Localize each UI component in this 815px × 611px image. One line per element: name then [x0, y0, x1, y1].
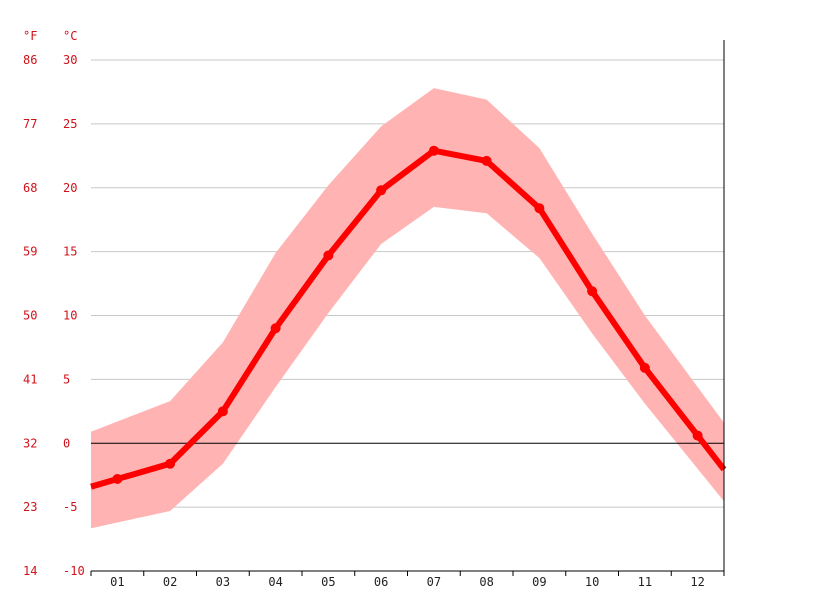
- y-tick-fahrenheit: 50: [23, 309, 37, 323]
- data-point: [165, 458, 176, 469]
- range-band: [91, 88, 724, 529]
- y-tick-celsius: 20: [63, 181, 77, 195]
- y-tick-fahrenheit: 23: [23, 500, 37, 514]
- y-tick-fahrenheit: 86: [23, 53, 37, 67]
- y-tick-fahrenheit: 59: [23, 245, 37, 259]
- unit-fahrenheit: °F: [23, 29, 37, 43]
- data-point: [587, 286, 598, 297]
- y-tick-celsius: 0: [63, 436, 70, 450]
- y-tick-celsius: -10: [63, 564, 85, 578]
- y-tick-celsius: -5: [63, 500, 77, 514]
- y-tick-fahrenheit: 68: [23, 181, 37, 195]
- x-tick-label: 07: [427, 575, 441, 589]
- y-tick-celsius: 30: [63, 53, 77, 67]
- axis-labels: °F °C 30862577206815591050541032-523-101…: [23, 29, 705, 589]
- x-tick-label: 06: [374, 575, 388, 589]
- y-tick-fahrenheit: 77: [23, 117, 37, 131]
- temperature-range-band: [91, 88, 724, 529]
- data-point: [217, 406, 228, 417]
- data-point: [534, 203, 545, 214]
- y-tick-celsius: 10: [63, 309, 77, 323]
- y-tick-fahrenheit: 41: [23, 372, 37, 386]
- x-tick-label: 04: [268, 575, 282, 589]
- x-tick-label: 02: [163, 575, 177, 589]
- data-point: [112, 474, 123, 485]
- y-tick-celsius: 5: [63, 372, 70, 386]
- data-point: [639, 362, 650, 373]
- x-tick-label: 03: [216, 575, 230, 589]
- x-tick-label: 12: [690, 575, 704, 589]
- data-point: [428, 145, 439, 156]
- data-point: [376, 185, 387, 196]
- y-tick-celsius: 25: [63, 117, 77, 131]
- axes: [90, 40, 725, 576]
- data-point: [481, 155, 492, 166]
- x-tick-label: 08: [479, 575, 493, 589]
- data-points: [112, 145, 703, 485]
- unit-celsius: °C: [63, 29, 77, 43]
- x-tick-label: 01: [110, 575, 124, 589]
- y-tick-fahrenheit: 32: [23, 436, 37, 450]
- temperature-line: [90, 147, 727, 490]
- y-tick-celsius: 15: [63, 245, 77, 259]
- x-tick-label: 10: [585, 575, 599, 589]
- series-line: [90, 147, 727, 490]
- x-tick-label: 11: [638, 575, 652, 589]
- data-point: [323, 250, 334, 261]
- data-point: [270, 323, 281, 334]
- y-tick-fahrenheit: 14: [23, 564, 37, 578]
- x-tick-label: 09: [532, 575, 546, 589]
- data-point: [692, 430, 703, 441]
- x-tick-label: 05: [321, 575, 335, 589]
